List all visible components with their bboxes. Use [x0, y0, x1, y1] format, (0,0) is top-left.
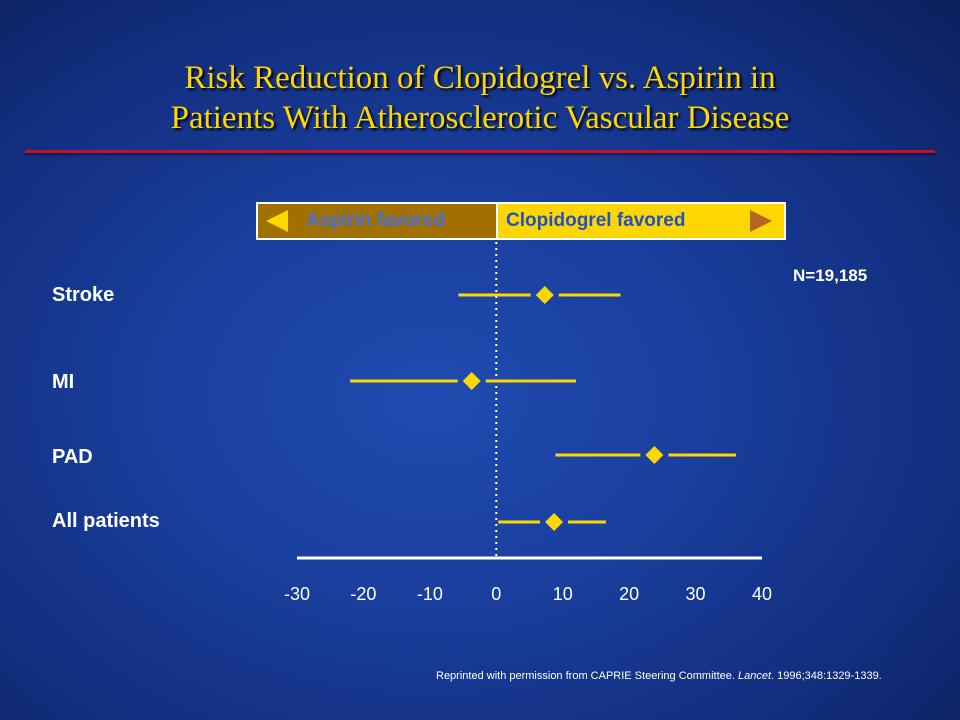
row-label-stroke: Stroke	[52, 284, 115, 306]
estimate-diamond	[535, 286, 554, 304]
left-arrow-icon	[266, 210, 288, 232]
aspirin-favored-panel: Aspirin favored	[258, 204, 498, 238]
estimate-diamond	[462, 372, 481, 390]
row-label-pad: PAD	[52, 446, 93, 468]
title-line-2: Patients With Atherosclerotic Vascular D…	[170, 100, 790, 136]
title-line-1: Risk Reduction of Clopidogrel vs. Aspiri…	[184, 60, 776, 96]
citation-prefix: Reprinted with permission from CAPRIE St…	[436, 670, 738, 682]
plot-layer: -30 -20 -10 0 10 20 30 40	[284, 242, 772, 604]
row-label-all-patients: All patients	[52, 510, 160, 532]
clopidogrel-favored-panel: Clopidogrel favored	[498, 204, 784, 238]
title-underline	[25, 150, 935, 153]
citation-suffix: . 1996;348:1329-1339.	[771, 670, 882, 682]
x-tick-label: 20	[619, 584, 639, 604]
estimate-diamond	[545, 513, 564, 531]
citation-journal: Lancet	[738, 670, 772, 682]
clopidogrel-favored-label: Clopidogrel favored	[506, 210, 686, 231]
x-tick-label: 0	[491, 584, 501, 604]
row-label-mi: MI	[52, 371, 75, 393]
sample-size-label: N=19,185	[793, 266, 868, 285]
slide-title: Risk Reduction of Clopidogrel vs. Aspiri…	[0, 58, 960, 138]
estimate-diamond	[645, 446, 664, 464]
aspirin-favored-label: Aspirin favored	[306, 210, 446, 231]
citation: Reprinted with permission from CAPRIE St…	[436, 670, 882, 682]
x-tick-label: -30	[284, 584, 310, 604]
x-tick-label: 40	[752, 584, 772, 604]
right-arrow-icon	[750, 210, 772, 232]
x-tick-label: 10	[553, 584, 573, 604]
x-tick-label: -20	[350, 584, 376, 604]
x-tick-label: -10	[417, 584, 443, 604]
favor-legend: Aspirin favored Clopidogrel favored	[256, 202, 786, 240]
x-tick-label: 30	[686, 584, 706, 604]
